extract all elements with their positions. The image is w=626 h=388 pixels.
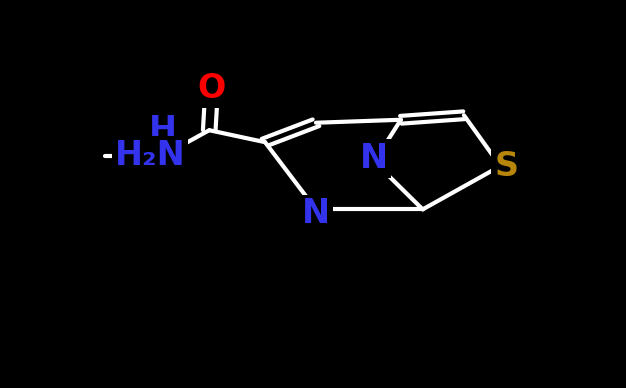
Text: N: N <box>360 142 388 175</box>
Text: N: N <box>302 197 330 230</box>
Text: H₂N: H₂N <box>115 139 185 172</box>
Text: S: S <box>494 149 518 183</box>
Text: H: H <box>149 114 177 147</box>
Text: N: N <box>149 140 177 173</box>
Text: O: O <box>198 72 226 105</box>
